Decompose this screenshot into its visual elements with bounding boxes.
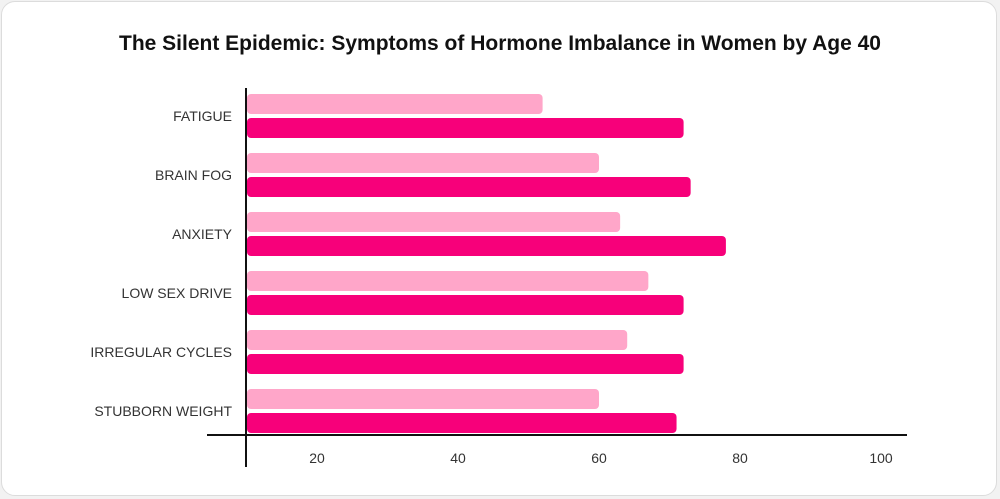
category-label: LOW SEX DRIVE xyxy=(122,285,232,301)
bar-dark-1 xyxy=(247,177,691,197)
x-tick-label: 40 xyxy=(450,450,466,466)
bar-light-1 xyxy=(247,153,599,173)
bar-light-2 xyxy=(247,212,621,232)
bar-dark-4 xyxy=(247,354,684,374)
x-tick-label: 20 xyxy=(309,450,325,466)
bar-dark-3 xyxy=(247,295,684,315)
bar-dark-5 xyxy=(247,413,677,433)
category-label: IRREGULAR CYCLES xyxy=(90,344,232,360)
x-tick-label: 100 xyxy=(869,450,893,466)
x-tick-label: 80 xyxy=(732,450,748,466)
bar-dark-0 xyxy=(247,118,684,138)
bar-light-5 xyxy=(247,389,599,409)
category-label: ANXIETY xyxy=(172,226,233,242)
bar-dark-2 xyxy=(247,236,726,256)
x-tick-label: 60 xyxy=(591,450,607,466)
category-label: STUBBORN WEIGHT xyxy=(94,403,232,419)
category-label: FATIGUE xyxy=(173,108,232,124)
bar-light-4 xyxy=(247,330,628,350)
chart-title: The Silent Epidemic: Symptoms of Hormone… xyxy=(119,32,881,55)
category-label: BRAIN FOG xyxy=(155,167,232,183)
bar-light-0 xyxy=(247,94,543,114)
bar-light-3 xyxy=(247,271,649,291)
